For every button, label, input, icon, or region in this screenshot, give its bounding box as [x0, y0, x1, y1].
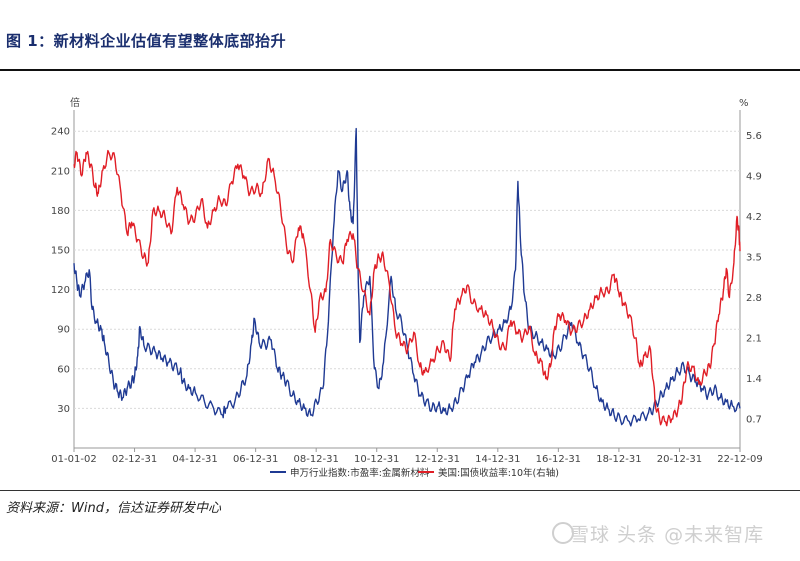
right-tick-label: 2.8: [746, 293, 762, 304]
chart: 30 60 90 120 150 180 210 240 0.7 1.4 2.1 2.8 3.5 4.2…: [51, 96, 763, 479]
figure-title: 图 1：新材料企业估值有望整体底部抬升: [6, 32, 287, 50]
right-tick-label: 2.1: [746, 334, 762, 345]
left-tick-label: 180: [51, 206, 70, 217]
left-tick-label: 30: [57, 404, 70, 415]
left-tick-label: 120: [51, 285, 70, 296]
left-tick-label: 210: [51, 166, 70, 177]
legend: 申万行业指数:市盈率:金属新材料 美国:国债收益率:10年(右轴): [270, 467, 559, 479]
series-line-2: [73, 149, 741, 427]
left-tick-label: 240: [51, 127, 70, 138]
legend-label-2: 美国:国债收益率:10年(右轴): [438, 467, 559, 479]
right-tick-label: 3.5: [746, 252, 762, 263]
right-tick-label: 0.7: [746, 415, 762, 426]
x-axis-ticks: 01-01-02 02-12-31 04-12-31 06-12-31 08-12-31…: [51, 448, 763, 465]
left-axis-ticks: 30 60 90 120 150 180 210 240: [51, 127, 70, 415]
x-tick-label: 06-12-31: [233, 454, 278, 465]
x-tick-label: 02-12-31: [112, 454, 157, 465]
x-tick-label: 16-12-31: [536, 454, 581, 465]
title-rule: [0, 69, 800, 71]
left-axis-unit: 倍: [70, 96, 80, 109]
right-tick-label: 1.4: [746, 374, 762, 385]
watermark: 雪球 头条 @未来智库: [570, 524, 765, 546]
x-tick-label: 08-12-31: [293, 454, 338, 465]
right-axis-ticks: 0.7 1.4 2.1 2.8 3.5 4.2 4.9 5.6: [746, 131, 762, 426]
gridlines: [73, 110, 741, 449]
left-tick-label: 90: [57, 325, 70, 336]
x-tick-label: 12-12-31: [415, 454, 460, 465]
legend-label-1: 申万行业指数:市盈率:金属新材料: [290, 467, 430, 479]
source-note: 资料来源：Wind，信达证券研发中心: [6, 501, 221, 516]
watermark-icon: [552, 522, 574, 544]
x-tick-label: 10-12-31: [354, 454, 399, 465]
x-tick-label: 18-12-31: [596, 454, 641, 465]
right-axis-unit: %: [739, 98, 749, 109]
series-lines: [73, 127, 741, 427]
right-tick-label: 4.2: [746, 212, 762, 223]
left-tick-label: 60: [57, 364, 70, 375]
x-tick-label: 20-12-31: [657, 454, 702, 465]
left-tick-label: 150: [51, 246, 70, 257]
x-tick-label: 01-01-02: [51, 454, 96, 465]
right-tick-label: 4.9: [746, 171, 762, 182]
x-tick-label: 14-12-31: [475, 454, 520, 465]
x-tick-label: 22-12-09: [717, 454, 762, 465]
source-rule: [0, 490, 800, 491]
right-tick-label: 5.6: [746, 131, 762, 142]
x-tick-label: 04-12-31: [172, 454, 217, 465]
series-line-1: [73, 127, 741, 427]
